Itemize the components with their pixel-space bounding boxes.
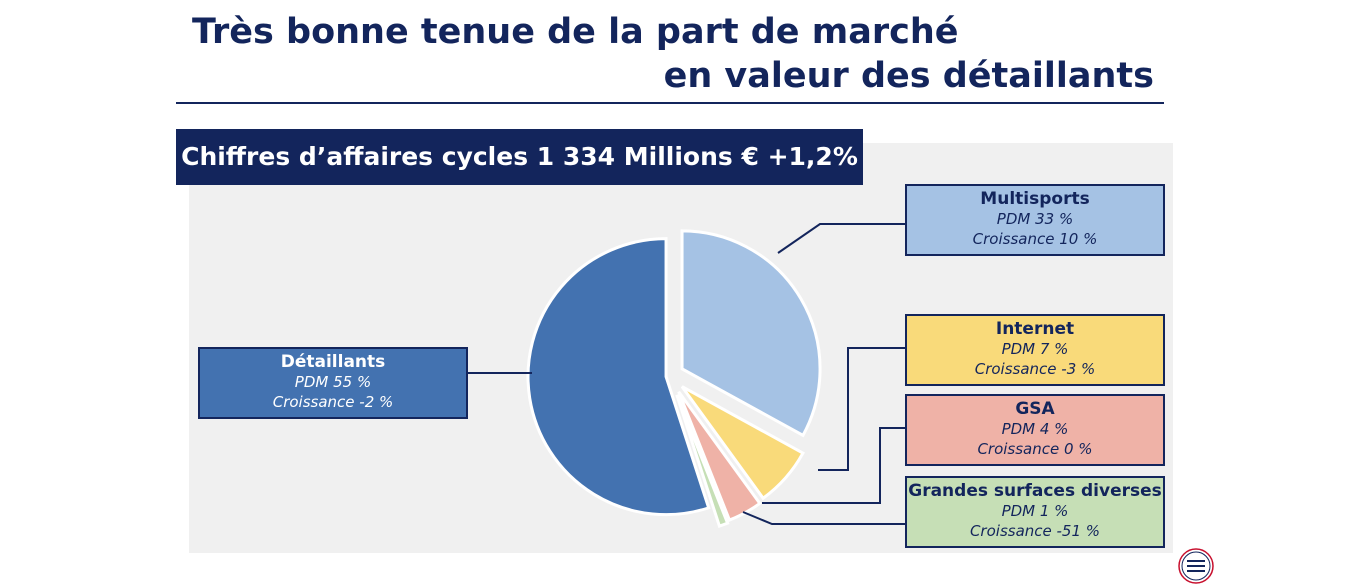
pie-slice-multisports — [680, 229, 822, 438]
label-box-gsa: GSA PDM 4 % Croissance 0 % — [905, 394, 1165, 466]
leader-line-internet — [818, 347, 905, 471]
label-name-gsa: GSA — [1015, 399, 1055, 419]
label-croissance-grandes-surfaces-diverses: Croissance -51 % — [969, 522, 1101, 540]
label-name-detaillants: Détaillants — [280, 352, 386, 372]
label-croissance-detaillants: Croissance -2 % — [272, 393, 394, 411]
label-name-grandes-surfaces-diverses: Grandes surfaces diverses — [908, 481, 1162, 501]
pie-slice-grandes-surfaces-diverses — [675, 394, 730, 528]
label-pdm-multisports: PDM 33 % — [996, 210, 1074, 228]
label-croissance-gsa: Croissance 0 % — [977, 440, 1093, 458]
leader-line-multisports — [777, 223, 905, 254]
label-pdm-detaillants: PDM 55 % — [294, 373, 372, 391]
label-name-internet: Internet — [995, 319, 1075, 339]
chart-title-banner: Chiffres d’affaires cycles 1 334 Million… — [176, 129, 863, 185]
label-croissance-internet: Croissance -3 % — [974, 360, 1096, 378]
pie-slice-internet — [680, 385, 805, 501]
leader-line-grandes-surfaces-diverses — [742, 511, 905, 525]
label-pdm-internet: PDM 7 % — [1001, 340, 1069, 358]
leader-line-gsa — [762, 427, 905, 504]
pie-slice-d-taillants — [526, 237, 711, 517]
label-pdm-grandes-surfaces-diverses: PDM 1 % — [1001, 502, 1069, 520]
page-title-line-2: en valeur des détaillants — [663, 56, 1154, 96]
label-box-multisports: Multisports PDM 33 % Croissance 10 % — [905, 184, 1165, 256]
label-box-internet: Internet PDM 7 % Croissance -3 % — [905, 314, 1165, 386]
label-name-multisports: Multisports — [980, 189, 1090, 209]
federation-logo-icon — [1178, 548, 1214, 584]
label-croissance-multisports: Croissance 10 % — [972, 230, 1098, 248]
label-pdm-gsa: PDM 4 % — [1001, 420, 1069, 438]
title-divider — [176, 102, 1164, 104]
label-box-grandes-surfaces-diverses: Grandes surfaces diverses PDM 1 % Croiss… — [905, 476, 1165, 548]
label-box-detaillants: Détaillants PDM 55 % Croissance -2 % — [198, 347, 468, 419]
page-title-line-1: Très bonne tenue de la part de marché — [192, 12, 959, 52]
